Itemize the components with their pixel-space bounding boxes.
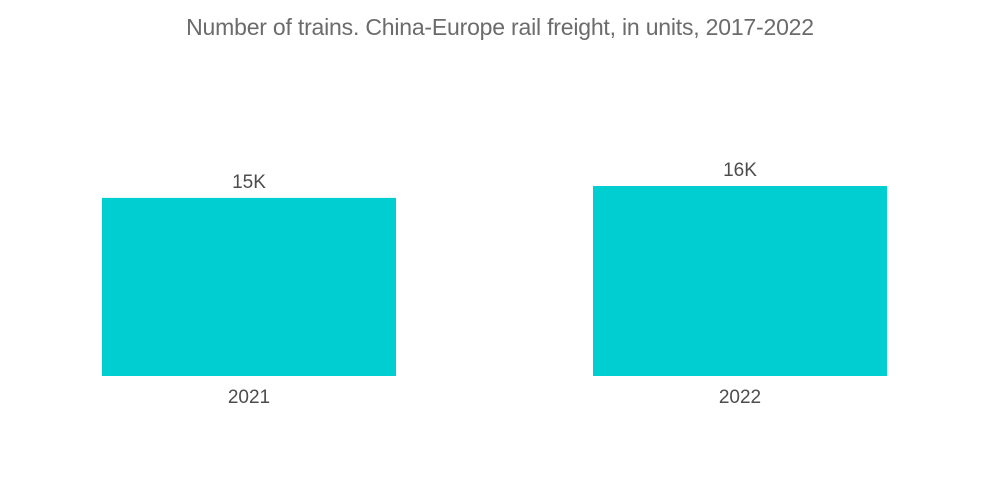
x-tick-label-2022: 2022 bbox=[719, 387, 761, 408]
labels-layer: 15K 2021 16K 2022 bbox=[228, 160, 761, 408]
chart-title: Number of trains. China-Europe rail frei… bbox=[186, 14, 814, 40]
data-label-2021: 15K bbox=[232, 172, 266, 193]
x-tick-label-2021: 2021 bbox=[228, 387, 270, 408]
bar-2022 bbox=[593, 186, 887, 376]
bars-layer bbox=[102, 186, 887, 376]
bar-2021 bbox=[102, 197, 396, 376]
data-label-2022: 16K bbox=[723, 160, 757, 181]
